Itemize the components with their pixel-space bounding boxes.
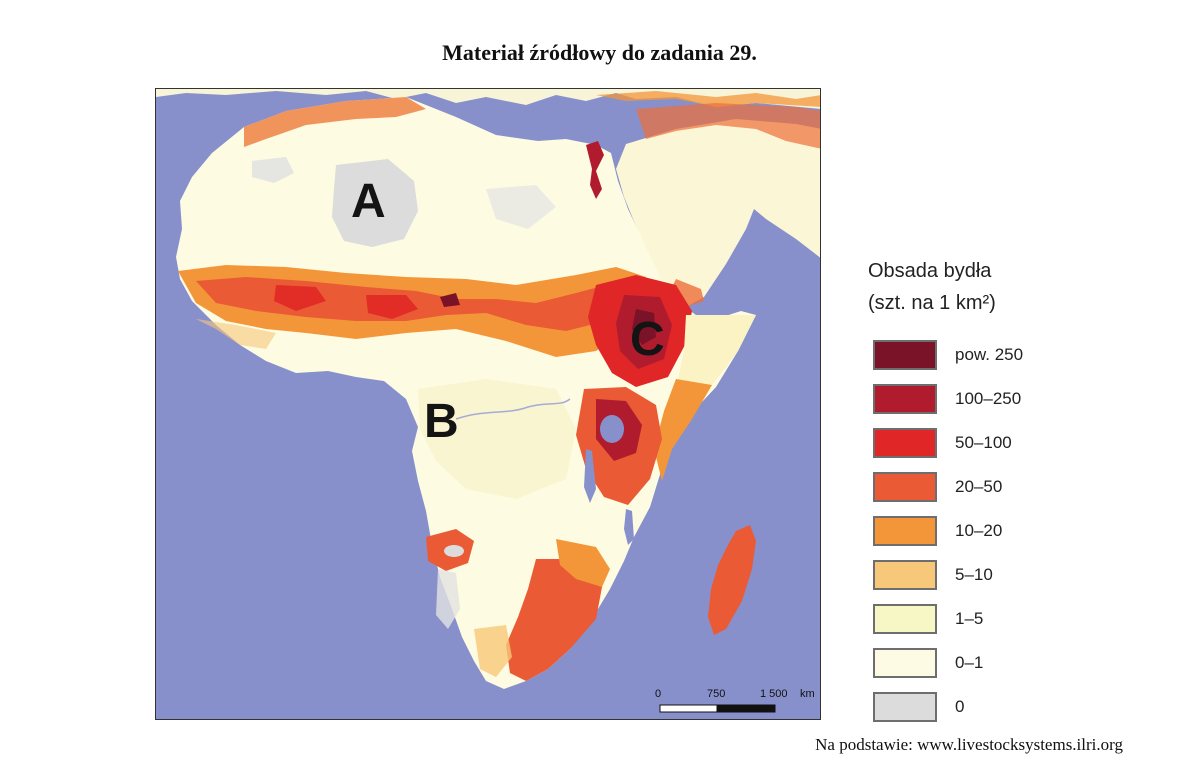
sahara-empty-2 [252,157,294,183]
cattle-density-map: A B C 0 750 1 500 km [156,89,820,719]
sahel-patches-2 [366,295,418,319]
arabia-landmass [616,119,820,307]
legend-item: 50–100 [868,421,1168,465]
angola-empty [444,545,464,557]
legend-swatch [873,560,937,590]
legend-label: 5–10 [955,565,993,584]
legend-label: pow. 250 [955,345,1024,364]
middle-east-cattle [636,103,820,149]
legend-item: 10–20 [868,509,1168,553]
region-label-a: A [351,175,386,228]
source-note: Na podstawie: www.livestocksystems.ilri.… [815,735,1123,754]
scale-tick-1500: 1 500 [760,688,788,700]
scale-tick-0: 0 [655,688,661,700]
north-coast-cattle [244,97,426,147]
legend-item: 5–10 [868,553,1168,597]
map-frame: A B C 0 750 1 500 km [155,88,821,720]
legend-label: 0–1 [955,653,984,672]
legend-item: 0 [868,685,1168,729]
legend-item: 20–50 [868,465,1168,509]
lake-malawi [624,509,634,545]
congo-basin-pale [418,379,576,499]
west-coast-pale [196,319,276,349]
sahel-patches-1 [274,285,326,311]
southern-tip-pale [474,625,512,677]
legend-swatch [873,604,937,634]
legend-swatch [873,692,937,722]
scale-unit: km [800,688,815,700]
legend-item: 100–250 [868,377,1168,421]
scale-tick-750: 750 [707,688,725,700]
legend-label: 50–100 [955,433,1012,452]
legend-label: 1–5 [955,609,984,628]
scale-segment-white [659,704,718,713]
legend-swatch [873,428,937,458]
zone-a-empty [332,159,418,247]
legend-items: pow. 250 100–250 50–100 20–50 10–20 5–10… [868,333,1168,729]
legend-title: Obsada bydła [868,260,992,282]
madagascar [708,525,756,635]
sahara-empty-3 [486,185,556,229]
sahel-patches-3 [440,293,460,307]
legend-swatch [873,648,937,678]
legend-label: 100–250 [955,389,1022,408]
legend-swatch [873,340,937,370]
nile-valley [586,141,604,199]
legend-label: 20–50 [955,477,1003,496]
legend-label: 10–20 [955,521,1003,540]
page-title: Materiał źródłowy do zadania 29. [442,40,757,65]
region-label-c: C [630,313,665,366]
legend-swatch [873,384,937,414]
kenya-coast-cattle [654,379,712,481]
southern-africa-band [556,539,610,587]
legend-subtitle: (szt. na 1 km²) [868,292,996,314]
scale-segment-black [716,704,776,713]
legend-swatch [873,516,937,546]
scale-bar: 0 750 1 500 km [655,688,815,713]
congo-river [455,398,571,420]
legend-label: 0 [955,697,965,716]
region-label-b: B [424,395,459,448]
lake-tanganyika [584,449,596,503]
ethiopia-peak [632,309,656,345]
legend-item: 1–5 [868,597,1168,641]
legend: Obsada bydła (szt. na 1 km²) pow. 250 10… [868,255,1168,729]
lake-victoria [600,415,624,443]
namibia-empty [436,569,460,629]
europe-cattle-area [596,91,820,107]
legend-item: pow. 250 [868,333,1168,377]
legend-item: 0–1 [868,641,1168,685]
southern-africa-cattle [506,559,602,681]
legend-swatch [873,472,937,502]
